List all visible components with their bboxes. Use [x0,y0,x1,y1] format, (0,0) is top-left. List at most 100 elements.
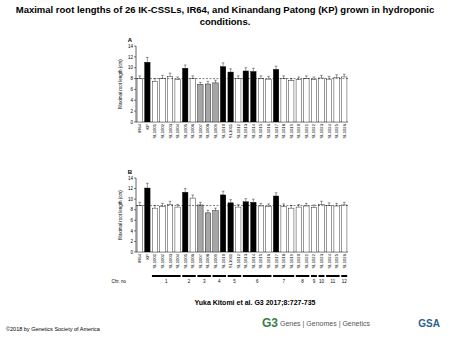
x-tick-label: SL1005 [183,123,188,138]
error-bar [146,183,149,188]
error-bar [138,76,141,79]
error-stem [139,76,140,79]
error-bar [222,191,225,195]
error-cap [229,199,232,200]
x-tick-label: SL1016 [266,123,271,138]
chromosome-bar [311,275,317,277]
bar [228,72,233,122]
plot-area [136,57,348,122]
error-stem [291,79,292,81]
y-tick-label: 8 [130,207,133,212]
bar [220,67,225,122]
x-tick-label: SL1007 [198,253,203,268]
error-stem [260,76,261,79]
bar [243,202,248,252]
error-cap [320,75,323,76]
panel-0: A02468101214Maximal root length (cm)IR64… [118,37,348,138]
x-tick-label: SL1008 [205,123,210,138]
error-stem [207,210,208,213]
x-tick-label: SL1001 [152,123,157,138]
x-tick-label: SL1026 [342,253,347,268]
y-tick-label: 10 [128,65,134,70]
error-cap [260,203,263,204]
error-stem [192,195,193,198]
error-cap [146,57,149,58]
error-cap [199,82,202,83]
x-tick-label: SL1010 [221,253,226,268]
bar [198,85,203,122]
error-cap [191,194,194,195]
chromosome-bar [326,275,340,277]
error-cap [229,68,232,69]
bar [311,208,316,252]
error-cap [207,210,210,211]
error-cap [267,203,270,204]
error-cap [282,203,285,204]
chromosome-bar [296,275,310,277]
error-bar [244,199,247,202]
error-stem [177,204,178,207]
error-cap [305,75,308,76]
error-stem [336,75,337,78]
x-tick-label: SL1016 [266,253,271,268]
error-stem [276,193,277,196]
error-bar [184,189,187,193]
error-cap [313,76,316,77]
error-stem [321,201,322,204]
error-stem [329,203,330,206]
error-stem [185,65,186,68]
chromosome-bar [319,275,325,277]
error-cap [282,75,285,76]
error-bar [176,204,179,207]
error-stem [268,76,269,79]
bar [326,79,331,122]
error-cap [161,75,164,76]
error-bar [297,204,300,207]
x-tick-label: SL1026 [342,123,347,138]
error-bar [222,63,225,67]
y-tick-label: 2 [130,239,133,244]
y-tick [134,209,136,210]
x-tick-label: SL1004 [175,123,180,138]
y-tick-label: 0 [130,120,133,125]
x-tick-label: SL1005 [183,253,188,268]
error-stem [185,189,186,193]
error-bar [282,204,285,207]
error-bar [267,204,270,207]
error-bar [199,82,202,84]
x-tick-label: SL1018 [281,123,286,138]
error-bar [343,202,346,205]
error-stem [283,76,284,79]
bar [152,81,157,122]
bar [311,80,316,122]
error-stem [139,202,140,205]
x-tick-label: SL1001 [152,253,157,268]
chromosome-label: 1 [165,279,168,284]
x-tick-label: SL1006 [190,253,195,268]
bar [258,206,263,252]
x-tick-label: SL1008 [205,253,210,268]
x-tick-label: SL1007 [198,123,203,138]
error-stem [170,201,171,204]
bar [334,206,339,252]
error-cap [146,183,149,184]
error-bar [191,195,194,198]
error-cap [222,191,225,192]
error-stem [321,75,322,78]
error-bar [176,77,179,80]
x-tick-label: SL1025 [334,123,339,138]
error-cap [191,75,194,76]
error-stem [253,199,254,202]
chromosome-bar [213,275,227,277]
y-tick-label: 14 [128,176,134,181]
reference-line [136,78,348,79]
bar [326,205,331,252]
plot-area [136,183,348,252]
x-tick-label: SL1024 [327,123,332,138]
error-cap [305,203,308,204]
x-tick-label: SL1006 [190,123,195,138]
y-tick-label: 14 [128,44,134,49]
error-cap [297,204,300,205]
y-tick [134,46,136,47]
error-stem [192,76,193,79]
